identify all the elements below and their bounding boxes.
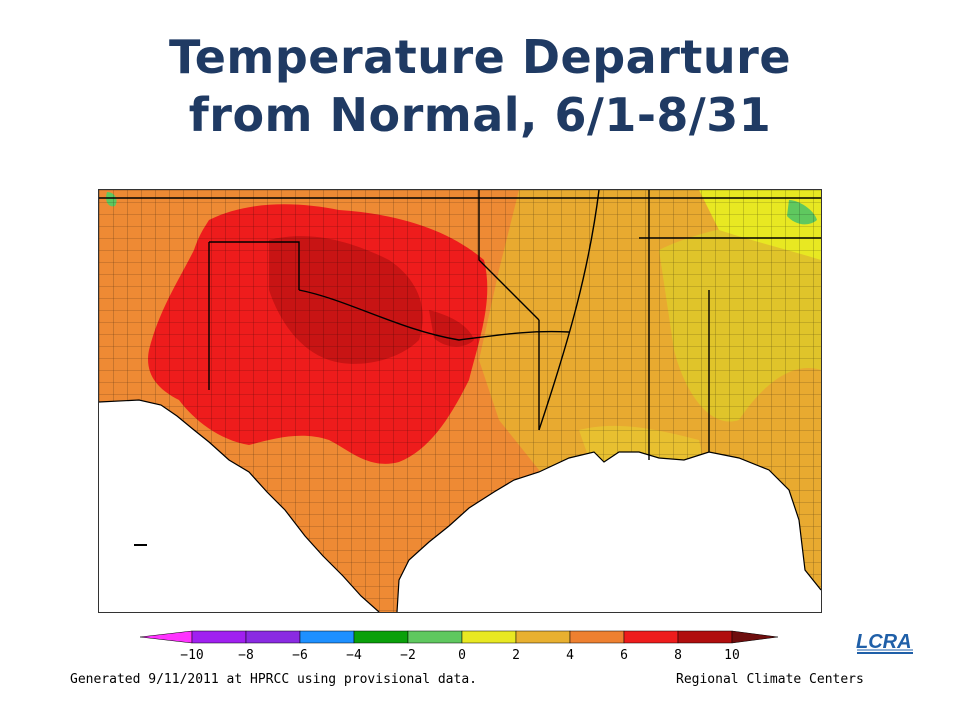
lcra-logo-icon: LCRA [856, 631, 913, 654]
legend-swatch [299, 630, 355, 644]
legend-arrow-high [731, 630, 779, 644]
state-boundaries [99, 190, 821, 460]
legend-tick-label: 8 [674, 648, 682, 663]
legend-arrow-low [139, 630, 193, 644]
legend-swatch [515, 630, 571, 644]
legend-swatch [623, 630, 679, 644]
legend-svg: −10 −8 −6 −4 −2 0 2 4 6 8 10 [139, 630, 779, 663]
legend-tick-label: −10 [180, 648, 203, 663]
lcra-logo: LCRA [855, 628, 915, 658]
temperature-departure-map [98, 189, 822, 613]
coastline [99, 399, 821, 612]
legend-tick-label: 6 [620, 648, 628, 663]
legend-tick-label: 2 [512, 648, 520, 663]
legend-tick-label: −6 [292, 648, 308, 663]
legend-swatch [461, 630, 517, 644]
legend-tick-label: 0 [458, 648, 466, 663]
legend-swatch [407, 630, 463, 644]
legend-swatch [245, 630, 301, 644]
slide-title: Temperature Departure from Normal, 6/1-8… [0, 28, 960, 144]
map-svg [99, 190, 821, 612]
legend-swatch [677, 630, 733, 644]
legend-tick-label: 10 [724, 648, 740, 663]
footer-source: Regional Climate Centers [676, 672, 864, 687]
legend-swatch [353, 630, 409, 644]
legend-swatch [569, 630, 625, 644]
legend-tick-label: 4 [566, 648, 574, 663]
color-legend: −10 −8 −6 −4 −2 0 2 4 6 8 10 [139, 625, 780, 665]
legend-swatch [191, 630, 247, 644]
legend-tick-label: −8 [238, 648, 254, 663]
title-line-1: Temperature Departure [168, 30, 792, 84]
legend-tick-label: −4 [346, 648, 362, 663]
title-line-2: from Normal, 6/1-8/31 [188, 88, 772, 142]
legend-tick-label: −2 [400, 648, 416, 663]
footer-generated-note: Generated 9/11/2011 at HPRCC using provi… [70, 672, 477, 687]
svg-text:LCRA: LCRA [856, 631, 912, 653]
